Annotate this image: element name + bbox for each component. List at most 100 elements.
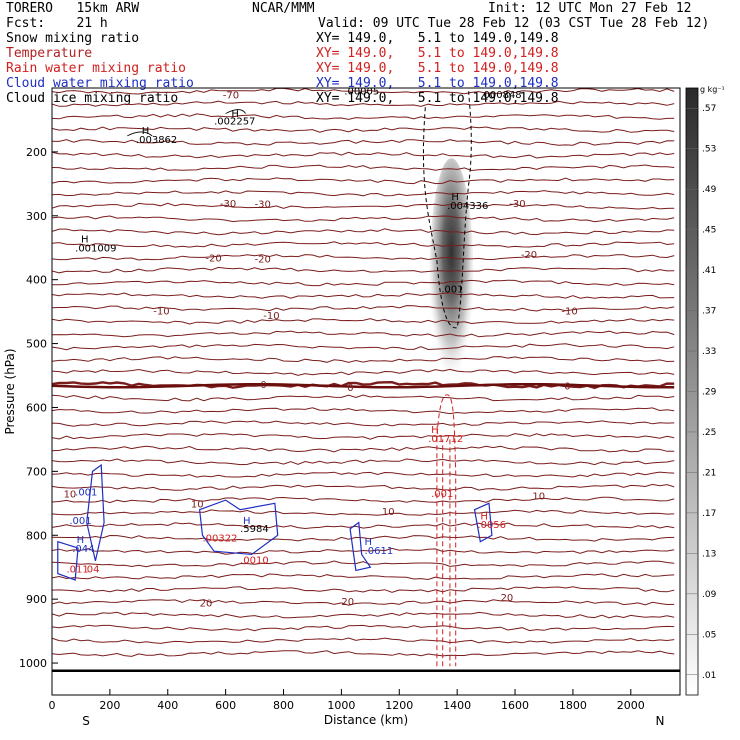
y-tick-label: 800	[26, 529, 47, 542]
org-label: NCAR/MMM	[252, 1, 315, 16]
y-axis-title: Pressure (hPa)	[3, 348, 17, 434]
field-name: Cloud water mixing ratio	[6, 76, 194, 91]
contour-annotation: .00005	[344, 86, 379, 97]
isotherm-label: 10	[382, 507, 395, 518]
y-tick-label: 400	[26, 274, 47, 287]
isotherm-line	[52, 599, 675, 606]
isotherm-line	[52, 330, 675, 338]
contour-annotation: .003862	[136, 135, 177, 146]
colorbar-label: .41	[702, 266, 716, 276]
snow-small-contour	[127, 131, 153, 137]
isotherm-label: -20	[205, 253, 221, 264]
contour-annotation: .001	[75, 488, 97, 499]
colorbar-unit: g kg⁻¹	[700, 85, 725, 94]
colorbar-label: .01	[702, 671, 716, 681]
contour-annotation: H	[77, 535, 85, 546]
field-section-coords: XY= 149.0, 5.1 to 149.0,149.8	[316, 91, 559, 106]
isotherm-line	[52, 534, 675, 542]
rain-contour	[436, 394, 457, 667]
colorbar-label: .57	[702, 104, 716, 114]
isotherm-line	[52, 420, 675, 427]
contour-annotation: .5984	[240, 524, 269, 535]
isotherm-line	[52, 151, 675, 159]
isotherm-label: -30	[255, 200, 271, 211]
colorbar-label: .53	[702, 145, 716, 155]
isotherm-line	[52, 177, 675, 185]
colorbar-label: .05	[702, 630, 716, 640]
y-tick-label: 300	[26, 210, 47, 223]
isotherm-line	[52, 254, 675, 261]
isotherm-label: 10	[191, 499, 204, 510]
isotherm-label: -20	[521, 250, 537, 261]
isotherm-line	[52, 100, 675, 107]
isotherm-label: -30	[220, 199, 236, 210]
x-tick-label: 1400	[443, 699, 471, 712]
isotherm-line	[52, 637, 675, 644]
isotherm-line	[52, 547, 675, 555]
colorbar-label: .29	[702, 388, 717, 398]
isotherm-line	[52, 433, 675, 440]
x-axis-title: Distance (km)	[324, 713, 408, 727]
colorbar-label: .25	[702, 428, 716, 438]
isotherm-label: -70	[223, 90, 239, 101]
x-tick-label: 200	[99, 699, 120, 712]
isotherm-line	[52, 190, 675, 197]
cloud-water-contour	[349, 521, 372, 572]
isotherm-line	[52, 368, 675, 376]
contour-annotation: .001	[431, 489, 453, 500]
contour-annotation: H	[431, 425, 439, 436]
cloud-water-contour	[198, 499, 279, 556]
contour-annotation: H	[81, 235, 89, 246]
field-name: Cloud ice mixing ratio	[6, 91, 179, 106]
isotherm-line	[52, 215, 675, 223]
isotherm-line	[52, 164, 675, 172]
isotherm-line	[52, 445, 675, 453]
isotherm-line	[52, 458, 675, 466]
colorbar-label: .49	[702, 185, 717, 195]
valid-time: Valid: 09 UTC Tue 28 Feb 12 (03 CST Tue …	[318, 16, 710, 31]
isotherm-label: 20	[200, 598, 213, 609]
contour-annotation: 04	[87, 564, 100, 575]
contour-annotation: .011	[66, 564, 88, 575]
contour-annotation: .0010	[240, 555, 269, 566]
y-tick-label: 1000	[19, 657, 47, 670]
x-tick-label: 0	[49, 699, 56, 712]
contour-annotation: .002257	[214, 116, 255, 127]
cloud-water-contour	[473, 502, 493, 543]
isotherm-label: -10	[263, 311, 279, 322]
x-tick-label: 800	[273, 699, 294, 712]
forecast-hour: Fcst: 21 h	[6, 16, 108, 31]
plot-frame	[51, 87, 681, 696]
y-tick-label: 600	[26, 401, 47, 414]
contour-annotation: .004336	[447, 201, 488, 212]
field-section-coords: XY= 149.0, 5.1 to 149.0,149.8	[316, 76, 559, 91]
isotherm-line	[52, 650, 675, 657]
contour-annotation: .001009	[75, 244, 116, 255]
x-tick-label: 2000	[617, 699, 645, 712]
field-section-coords: XY= 149.0, 5.1 to 149.0,149.8	[316, 61, 559, 76]
isotherm-label: 20	[341, 597, 354, 608]
isotherm-zero	[52, 382, 675, 389]
colorbar-label: .37	[702, 307, 716, 317]
contour-annotation: H	[365, 537, 373, 548]
isotherm-label: 0	[564, 382, 570, 393]
isotherm-label: 10	[532, 492, 545, 503]
isotherm-label: -30	[509, 199, 525, 210]
isotherm-label: 20	[501, 593, 514, 604]
isotherm-label: -10	[561, 306, 577, 317]
north-end-label: N	[656, 714, 665, 728]
rain-contour-inner	[442, 439, 451, 667]
contour-annotation: .044	[72, 544, 94, 555]
isotherm-line	[52, 305, 675, 312]
colorbar-label: .13	[702, 549, 716, 559]
isotherm-line	[52, 292, 675, 299]
isotherm-line	[52, 586, 675, 593]
contour-annotation: H	[231, 109, 239, 120]
isotherm-label: 0	[260, 380, 266, 391]
cloud-water-contour	[57, 540, 79, 581]
colorbar-label: .45	[702, 226, 716, 236]
isotherm-line	[52, 483, 675, 491]
isotherm-line	[52, 113, 675, 120]
contour-annotation: H	[142, 126, 150, 137]
isotherm-line	[52, 509, 675, 516]
